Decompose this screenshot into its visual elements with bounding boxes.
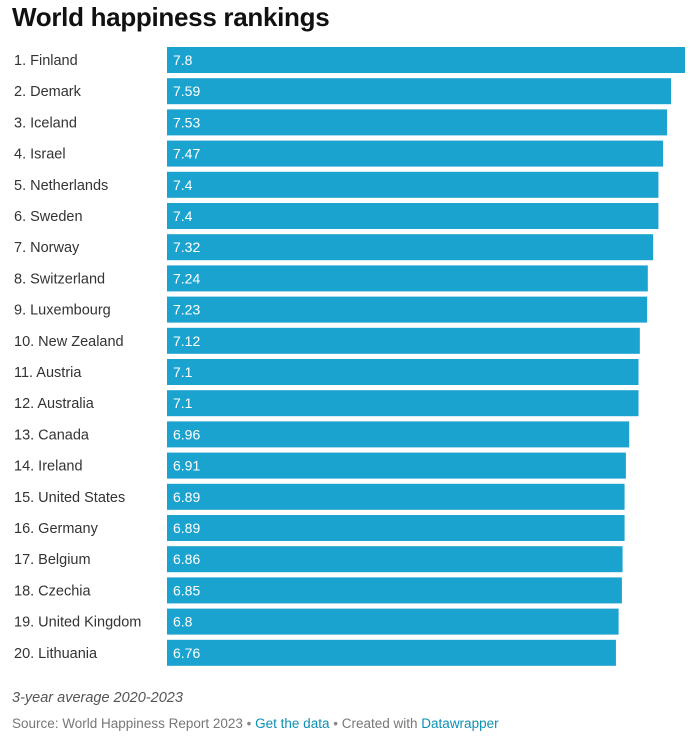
value-label: 7.32 — [173, 239, 200, 255]
category-label: 6. Sweden — [14, 209, 83, 225]
get-the-data-link[interactable]: Get the data — [255, 716, 330, 731]
bar — [167, 359, 639, 385]
value-label: 7.4 — [173, 208, 193, 224]
value-label: 6.96 — [173, 426, 200, 442]
bar — [167, 515, 625, 541]
value-label: 7.59 — [173, 83, 200, 99]
category-label: 2. Demark — [14, 84, 82, 100]
bar — [167, 608, 619, 635]
chart-title: World happiness rankings — [12, 2, 330, 32]
value-label: 6.76 — [173, 645, 200, 661]
created-with-text: Created with — [341, 716, 418, 731]
category-label: 16. Germany — [14, 521, 99, 537]
chart-footer: Source: World Happiness Report 2023 • Ge… — [12, 716, 499, 731]
category-label: 10. New Zealand — [14, 334, 124, 350]
value-label: 7.53 — [173, 114, 200, 130]
value-label: 7.23 — [173, 302, 200, 318]
bar — [167, 140, 664, 167]
category-label: 3. Iceland — [14, 115, 77, 131]
value-label: 7.24 — [173, 270, 200, 286]
category-label: 5. Netherlands — [14, 178, 108, 194]
bar — [167, 47, 685, 73]
bar — [167, 483, 625, 510]
bar — [167, 234, 654, 261]
value-label: 6.86 — [173, 551, 200, 567]
value-label: 7.1 — [173, 364, 193, 380]
category-label: 9. Luxembourg — [14, 303, 111, 319]
value-label: 6.89 — [173, 489, 200, 505]
bar — [167, 452, 626, 479]
bar — [167, 577, 622, 604]
bar — [167, 327, 640, 354]
category-label: 19. United Kingdom — [14, 615, 141, 631]
footer-separator: • — [246, 716, 252, 731]
value-label: 7.12 — [173, 333, 200, 349]
bar — [167, 171, 659, 198]
bar — [167, 639, 616, 666]
bar — [167, 296, 648, 323]
value-label: 7.8 — [173, 52, 193, 68]
value-label: 6.91 — [173, 458, 200, 474]
bar — [167, 421, 630, 448]
bar-chart: 1. Finland 7.8 2. Demark 7.59 3. Iceland 7.53… — [14, 47, 685, 666]
bar — [167, 203, 659, 229]
footer-separator: • — [333, 716, 338, 731]
category-label: 20. Lithuania — [14, 646, 98, 662]
category-label: 7. Norway — [14, 240, 80, 256]
chart-note: 3-year average 2020-2023 — [12, 690, 183, 706]
value-label: 7.1 — [173, 395, 193, 411]
category-label: 1. Finland — [14, 53, 78, 69]
category-label: 17. Belgium — [14, 552, 91, 568]
category-label: 14. Ireland — [14, 459, 83, 475]
value-label: 7.47 — [173, 146, 200, 162]
bar — [167, 390, 639, 417]
datawrapper-link[interactable]: Datawrapper — [421, 716, 499, 731]
category-label: 15. United States — [14, 490, 125, 506]
bar — [167, 546, 623, 573]
bar — [167, 78, 672, 105]
category-label: 12. Australia — [14, 396, 95, 412]
bar — [167, 265, 648, 292]
category-label: 13. Canada — [14, 427, 90, 443]
value-label: 6.8 — [173, 614, 193, 630]
value-label: 6.89 — [173, 520, 200, 536]
value-label: 6.85 — [173, 582, 200, 598]
bar — [167, 109, 668, 136]
source-text: Source: World Happiness Report 2023 — [12, 716, 243, 731]
category-label: 4. Israel — [14, 147, 66, 163]
category-label: 8. Switzerland — [14, 271, 105, 287]
value-label: 7.4 — [173, 177, 193, 193]
category-label: 18. Czechia — [14, 583, 92, 599]
category-label: 11. Austria — [14, 365, 82, 381]
